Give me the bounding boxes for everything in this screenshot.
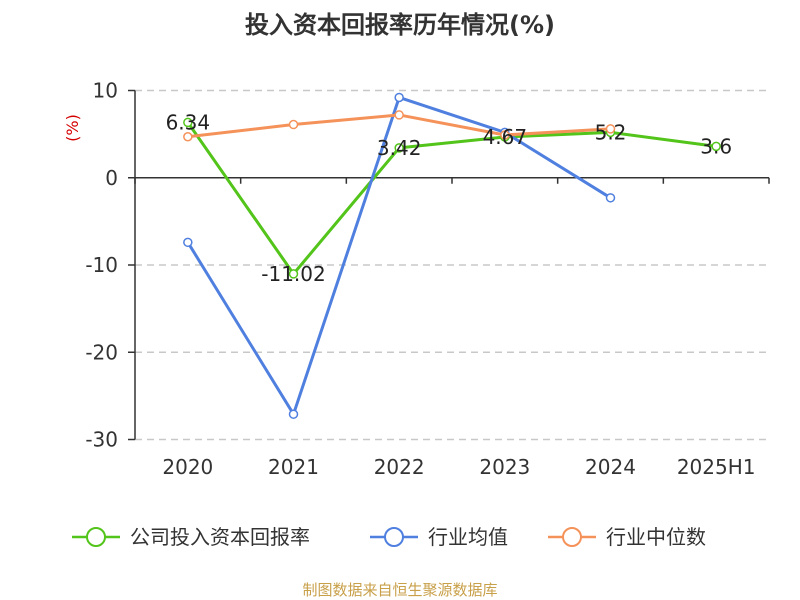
series-1-point xyxy=(711,141,721,152)
data-label: 3.42 xyxy=(377,136,422,160)
series-2-point xyxy=(288,409,299,419)
legend-label: 公司投入资本回报率 xyxy=(130,525,310,549)
x-tick-label: 2020 xyxy=(162,455,213,479)
x-tick-label: 2025H1 xyxy=(677,455,756,479)
data-label: 5.2 xyxy=(595,120,627,144)
legend-label: 行业中位数 xyxy=(606,525,706,549)
y-axis-unit: (%) xyxy=(63,114,82,142)
x-tick-label: 2021 xyxy=(268,455,319,479)
y-tick-label: 0 xyxy=(105,166,118,190)
legend-marker xyxy=(562,527,582,547)
data-label: 4.67 xyxy=(483,125,528,149)
data-source: 制图数据来自恒生聚源数据库 xyxy=(302,581,497,599)
legend-marker xyxy=(86,527,106,547)
series-2-point xyxy=(394,92,404,103)
series-1-point xyxy=(394,143,404,153)
series-3-point xyxy=(288,119,299,130)
axes: 10 0 -10 -20 -30 2020 2021 2022 2023 2024 2025H1 xyxy=(85,79,770,479)
y-tick-label: -30 xyxy=(85,428,118,452)
x-tick-label: 2024 xyxy=(585,455,636,479)
data-label: 6.34 xyxy=(166,110,211,134)
data-label: 3.6 xyxy=(700,134,732,158)
legend-label: 行业均值 xyxy=(428,525,508,549)
y-tick-label: -20 xyxy=(85,340,118,364)
series-layer xyxy=(183,92,721,419)
series-2-point xyxy=(183,237,193,248)
data-labels: 6.34 -11.02 3.42 4.67 5.2 3.6 xyxy=(166,110,733,285)
y-tick-label: 10 xyxy=(93,79,118,103)
x-tick-label: 2022 xyxy=(374,455,425,479)
series-1-point xyxy=(288,269,299,279)
legend: 公司投入资本回报率 行业均值 行业中位数 xyxy=(72,525,706,549)
series-2-point xyxy=(605,193,616,203)
series-3-point xyxy=(394,110,404,120)
y-tick-label: -10 xyxy=(85,253,118,277)
grid-lines xyxy=(135,89,769,441)
data-label: -11.02 xyxy=(261,262,325,286)
x-tick-label: 2023 xyxy=(479,455,530,479)
chart-title: 投入资本回报率历年情况(%) xyxy=(245,11,555,39)
series-3-point xyxy=(605,124,616,134)
series-3-point xyxy=(183,131,193,142)
series-1-point xyxy=(183,117,193,128)
legend-marker xyxy=(384,527,404,547)
series-3-point xyxy=(500,130,510,140)
series-line-1 xyxy=(186,121,717,276)
